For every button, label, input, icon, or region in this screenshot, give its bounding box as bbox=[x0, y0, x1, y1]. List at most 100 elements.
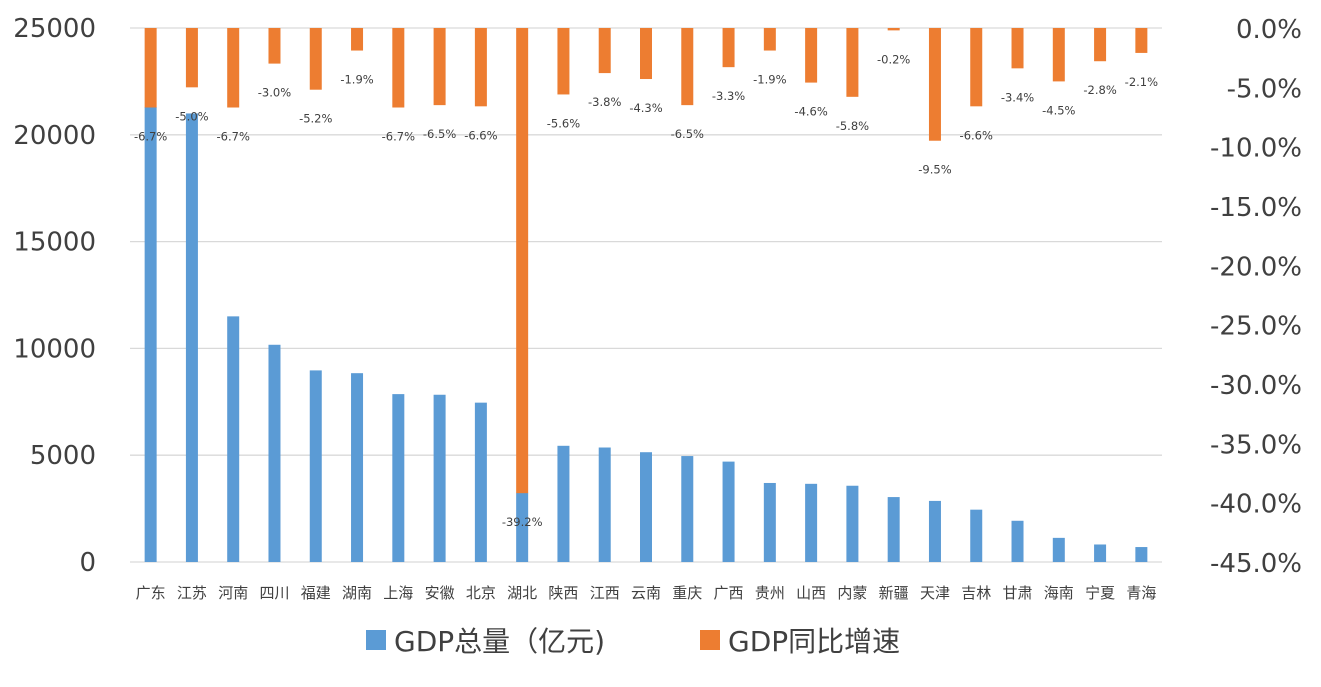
growth-data-label: -1.9% bbox=[753, 73, 786, 87]
growth-data-label: -6.6% bbox=[960, 128, 993, 142]
left-tick-label: 0 bbox=[79, 548, 96, 578]
gdp-total-bar bbox=[846, 485, 859, 562]
gdp-growth-bar bbox=[268, 28, 281, 64]
category-label: 山西 bbox=[796, 584, 826, 602]
category-label: 安徽 bbox=[425, 584, 455, 602]
category-label: 青海 bbox=[1126, 584, 1156, 602]
gdp-total-bar bbox=[598, 447, 611, 562]
growth-data-label: -4.3% bbox=[629, 101, 662, 115]
growth-data-label: -9.5% bbox=[918, 163, 951, 177]
gdp-growth-bar bbox=[805, 28, 818, 83]
category-label: 湖北 bbox=[507, 584, 537, 602]
legend: GDP总量（亿元) GDP同比增速 bbox=[366, 625, 900, 658]
growth-data-label: -2.8% bbox=[1083, 83, 1116, 97]
category-label: 内蒙 bbox=[837, 584, 867, 602]
gdp-growth-bar bbox=[474, 28, 487, 107]
left-tick-label: 10000 bbox=[13, 334, 96, 364]
legend-label: GDP总量（亿元) bbox=[394, 625, 605, 658]
gdp-growth-bar bbox=[433, 28, 446, 106]
gdp-total-bar bbox=[351, 373, 364, 562]
legend-label: GDP同比增速 bbox=[728, 625, 900, 658]
left-tick-label: 20000 bbox=[13, 121, 96, 151]
gdp-total-bar bbox=[144, 107, 157, 563]
category-label: 宁夏 bbox=[1085, 584, 1115, 602]
left-y-axis: 0 5000 10000 15000 20000 25000 bbox=[13, 14, 96, 578]
gdp-growth-bar bbox=[1094, 28, 1107, 62]
gdp-growth-bar bbox=[516, 28, 529, 494]
gdp-total-bar bbox=[681, 456, 694, 562]
right-tick-label: 0.0% bbox=[1236, 15, 1302, 45]
category-label: 河南 bbox=[218, 584, 248, 602]
gdp-total-bar bbox=[433, 394, 446, 562]
growth-data-label: -6.7% bbox=[217, 130, 250, 144]
growth-data-label: -5.2% bbox=[299, 112, 332, 126]
growth-data-label: -6.5% bbox=[423, 127, 456, 141]
gdp-growth-bar bbox=[309, 28, 322, 90]
gdp-growth-bar bbox=[351, 28, 364, 51]
category-label: 江苏 bbox=[177, 584, 207, 602]
gdp-growth-bar bbox=[185, 28, 198, 88]
gdp-growth-bar bbox=[392, 28, 405, 108]
gdp-total-bar bbox=[722, 461, 735, 562]
right-tick-label: -30.0% bbox=[1210, 371, 1302, 401]
growth-data-label: -3.0% bbox=[258, 86, 291, 100]
right-tick-label: -35.0% bbox=[1210, 430, 1302, 460]
gdp-total-bar bbox=[805, 483, 818, 562]
category-label: 福建 bbox=[301, 584, 331, 602]
gdp-growth-bar bbox=[846, 28, 859, 97]
growth-data-label: -5.8% bbox=[836, 119, 869, 133]
growth-data-label: -6.7% bbox=[134, 130, 167, 144]
category-label: 湖南 bbox=[342, 584, 372, 602]
gdp-growth-bar bbox=[681, 28, 694, 106]
gdp-growth-bars bbox=[144, 28, 1148, 494]
left-tick-label: 25000 bbox=[13, 14, 96, 44]
gdp-growth-bar bbox=[970, 28, 983, 107]
growth-data-label: -6.6% bbox=[464, 128, 497, 142]
right-tick-label: -10.0% bbox=[1210, 134, 1302, 164]
gdp-total-bar bbox=[1135, 547, 1148, 562]
growth-data-label: -3.8% bbox=[588, 95, 621, 109]
category-label: 云南 bbox=[631, 584, 661, 602]
gdp-growth-bar bbox=[928, 28, 941, 141]
growth-data-label: -39.2% bbox=[502, 515, 543, 529]
growth-data-label: -6.7% bbox=[382, 130, 415, 144]
gdp-total-bar bbox=[227, 316, 240, 562]
gdp-growth-bar bbox=[598, 28, 611, 74]
legend-swatch bbox=[700, 630, 720, 650]
gdp-growth-bar bbox=[1135, 28, 1148, 53]
right-tick-label: -25.0% bbox=[1210, 312, 1302, 342]
gdp-total-bar bbox=[309, 370, 322, 562]
gdp-total-bar bbox=[392, 394, 405, 562]
growth-data-label: -6.5% bbox=[671, 127, 704, 141]
growth-data-label: -2.1% bbox=[1125, 75, 1158, 89]
right-tick-label: -40.0% bbox=[1210, 490, 1302, 520]
gdp-total-bar bbox=[474, 402, 487, 562]
category-label: 吉林 bbox=[961, 584, 991, 602]
gdp-total-bars bbox=[144, 107, 1148, 563]
gdp-growth-bar bbox=[1052, 28, 1065, 82]
right-y-axis: 0.0% -5.0% -10.0% -15.0% -20.0% -25.0% -30.0% -… bbox=[1210, 15, 1302, 579]
gdp-growth-bar bbox=[763, 28, 776, 51]
right-tick-label: -20.0% bbox=[1210, 252, 1302, 282]
growth-data-label: -5.0% bbox=[175, 109, 208, 123]
growth-data-label: -4.5% bbox=[1042, 103, 1075, 117]
gdp-growth-bar bbox=[640, 28, 652, 80]
gdp-total-bar bbox=[887, 497, 900, 562]
growth-data-label: -5.6% bbox=[547, 116, 580, 130]
gdp-growth-bar bbox=[227, 28, 240, 108]
category-label: 上海 bbox=[383, 584, 413, 602]
right-tick-label: -45.0% bbox=[1210, 549, 1302, 579]
gdp-total-bar bbox=[763, 482, 776, 562]
category-label: 北京 bbox=[466, 584, 496, 602]
gdp-growth-bar bbox=[557, 28, 570, 95]
gdp-total-bar bbox=[1094, 544, 1107, 562]
gdp-total-bar bbox=[640, 452, 652, 562]
gdp-total-bar bbox=[185, 113, 198, 562]
gdp-total-bar bbox=[557, 445, 570, 562]
right-tick-label: -15.0% bbox=[1210, 193, 1302, 223]
growth-data-label: -3.3% bbox=[712, 89, 745, 103]
category-label: 四川 bbox=[259, 584, 289, 602]
gdp-growth-bar bbox=[1011, 28, 1024, 69]
gdp-total-bar bbox=[928, 500, 941, 562]
